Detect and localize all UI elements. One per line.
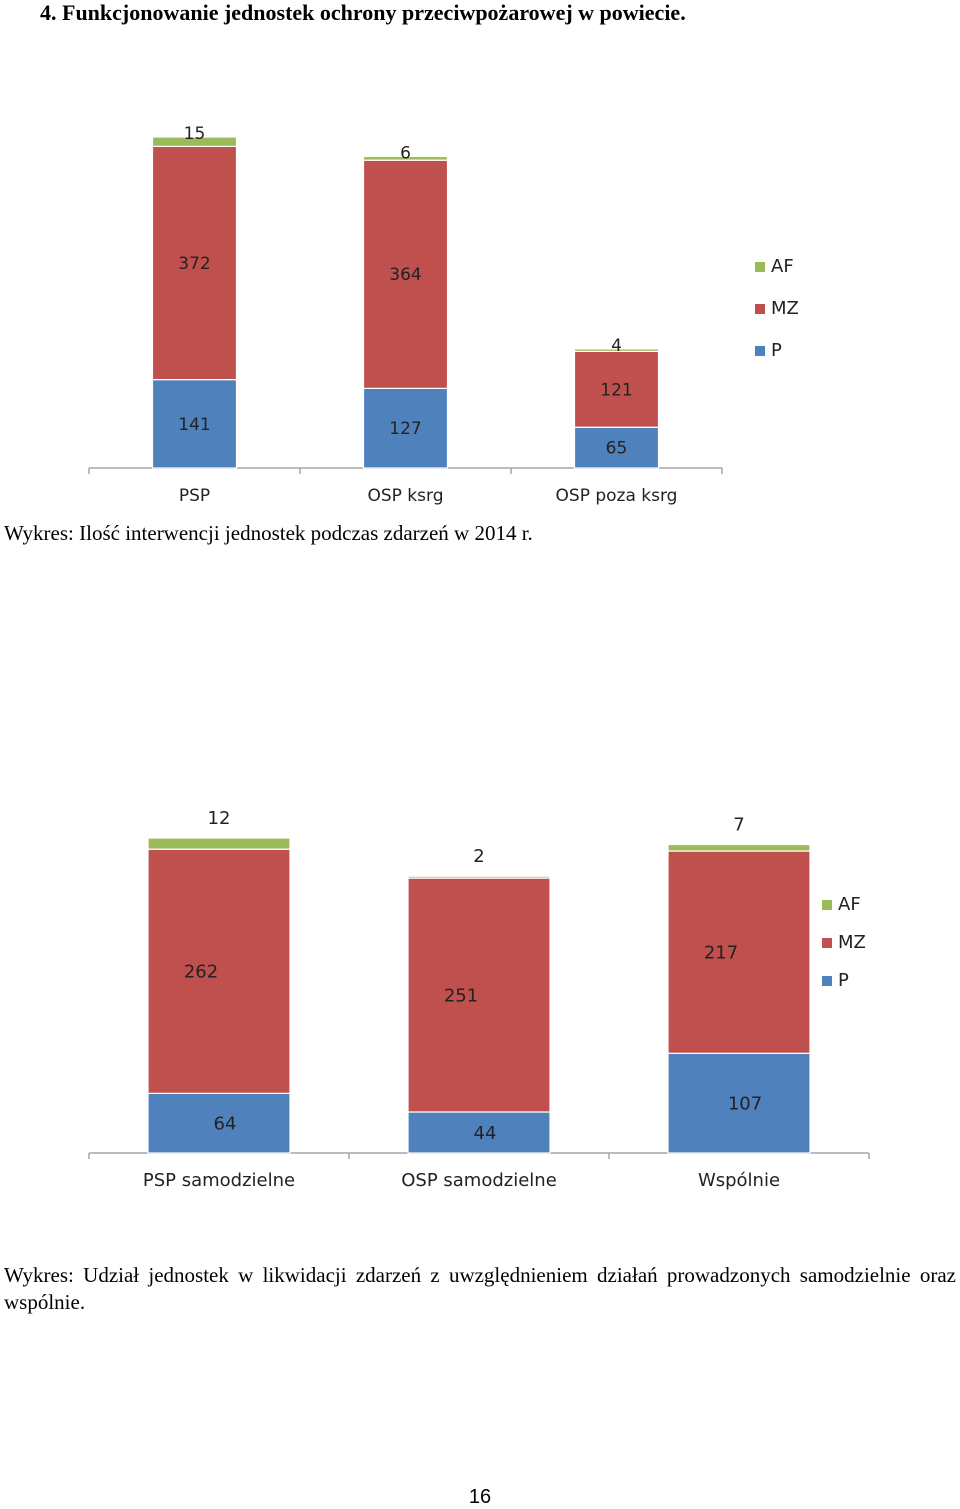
legend-label-p: P xyxy=(838,970,849,991)
data-label-mz: 121 xyxy=(600,380,632,400)
data-label-mz: 251 xyxy=(444,985,478,1006)
bar-mz-osp-samodzielne xyxy=(407,877,551,1113)
participation-stacked-bar-chart: 64 262 12 PSP samodzielne 44 251 2 OSP samodzie… xyxy=(88,808,870,1191)
page-number: 16 xyxy=(468,1486,492,1508)
data-label-p: 127 xyxy=(389,419,421,439)
bar-af-osp-poza-ksrg xyxy=(573,348,660,352)
bar-p-wspolnie xyxy=(667,1052,811,1154)
bar-mz-psp xyxy=(151,145,238,381)
data-label-af: 15 xyxy=(184,124,206,144)
legend-swatch-mz xyxy=(822,938,832,948)
legend-label-mz: MZ xyxy=(771,298,799,319)
data-label-af: 4 xyxy=(611,336,622,356)
bar-af-wspolnie xyxy=(667,843,811,852)
section-heading: 4. Funkcjonowanie jednostek ochrony prze… xyxy=(40,0,686,25)
category-label-osp-ksrg: OSP ksrg xyxy=(367,486,443,506)
category-label-osp-poza-ksrg: OSP poza ksrg xyxy=(556,486,678,506)
bar-mz-psp-samodzielne xyxy=(147,848,291,1094)
data-label-mz: 217 xyxy=(704,942,738,963)
data-label-p: 64 xyxy=(214,1113,237,1134)
legend-label-p: P xyxy=(771,340,782,361)
data-label-p: 141 xyxy=(178,415,210,435)
interventions-stacked-bar-chart: 141 372 15 PSP 127 364 6 OSP ksrg 65 121 4 OSP poza… xyxy=(88,124,799,506)
bar-af-psp xyxy=(151,136,238,148)
data-label-p: 65 xyxy=(606,439,628,459)
data-label-p: 44 xyxy=(474,1123,497,1144)
bar-af-osp-ksrg xyxy=(362,155,449,161)
chart1-caption: Wykres: Ilość interwencji jednostek podc… xyxy=(4,521,533,545)
data-label-mz: 372 xyxy=(178,254,210,274)
data-label-mz: 262 xyxy=(184,962,218,983)
bar-p-psp xyxy=(151,379,238,469)
bar-p-psp-samodzielne xyxy=(147,1092,291,1154)
legend-label-af: AF xyxy=(838,894,861,915)
legend-swatch-af xyxy=(822,900,832,910)
legend-swatch-mz xyxy=(755,304,765,314)
category-label-psp-samodzielne: PSP samodzielne xyxy=(143,1170,295,1191)
data-label-af: 6 xyxy=(400,143,411,163)
bar-p-osp-samodzielne xyxy=(407,1111,551,1154)
data-label-mz: 364 xyxy=(389,265,421,285)
data-label-af: 12 xyxy=(208,808,231,829)
data-label-af: 7 xyxy=(733,815,744,836)
category-label-psp: PSP xyxy=(179,486,210,506)
legend-swatch-p xyxy=(755,346,765,356)
chart2-caption: Wykres: Udział jednostek w likwidacji zd… xyxy=(4,1263,956,1314)
legend-label-af: AF xyxy=(771,256,794,277)
data-label-af: 2 xyxy=(473,846,484,867)
data-label-p: 107 xyxy=(728,1093,762,1114)
category-label-wspolnie: Wspólnie xyxy=(698,1170,780,1191)
legend-label-mz: MZ xyxy=(838,932,866,953)
bar-mz-osp-ksrg xyxy=(362,159,449,389)
bar-mz-wspolnie xyxy=(667,850,811,1054)
bar-af-osp-samodzielne xyxy=(407,875,551,879)
legend-swatch-af xyxy=(755,262,765,272)
category-label-osp-samodzielne: OSP samodzielne xyxy=(401,1170,557,1191)
legend-swatch-p xyxy=(822,976,832,986)
bar-af-psp-samodzielne xyxy=(147,837,291,850)
